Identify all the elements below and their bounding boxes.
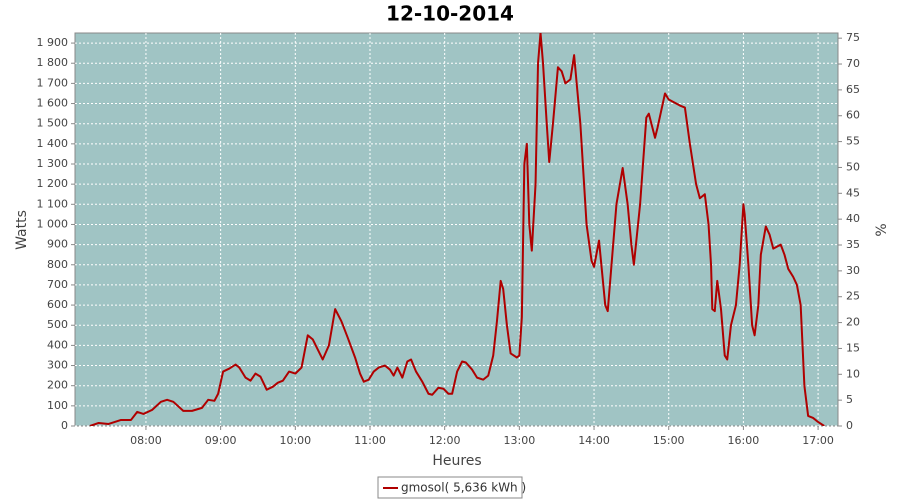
y-tick-label: 1 700 [37,76,69,89]
chart-title: 12-10-2014 [386,2,514,26]
y-tick-label: 600 [47,298,68,311]
x-tick-label: 11:00 [354,434,386,447]
y2-tick-label: 70 [846,57,860,70]
y2-tick-label: 40 [846,212,860,225]
y-tick-label: 1 900 [37,36,69,49]
y-axis-label: Watts [14,210,30,250]
x-tick-label: 08:00 [130,434,162,447]
y-tick-label: 400 [47,338,68,351]
x-tick-label: 17:00 [802,434,834,447]
x-tick-label: 13:00 [504,434,536,447]
y2-axis-label: % [874,223,890,236]
y-tick-label: 1 400 [37,137,69,150]
y-tick-label: 0 [61,419,68,432]
y-tick-label: 500 [47,318,68,331]
y2-tick-label: 50 [846,160,860,173]
y-tick-label: 1 000 [37,217,69,230]
y-tick-label: 1 200 [37,177,69,190]
legend-label: gmosol( 5,636 kWh ) [401,481,526,495]
y-tick-label: 1 600 [37,97,69,110]
x-tick-label: 15:00 [653,434,685,447]
y2-tick-label: 75 [846,31,860,44]
y-tick-label: 100 [47,399,68,412]
data-line [89,33,825,426]
y2-tick-label: 45 [846,186,860,199]
y-tick-label: 1 800 [37,56,69,69]
y-tick-label: 1 100 [37,197,69,210]
x-tick-label: 14:00 [578,434,610,447]
y-tick-label: 1 300 [37,157,69,170]
legend [377,476,523,499]
y2-tick-label: 5 [846,393,853,406]
y2-tick-label: 65 [846,83,860,96]
x-tick-label: 16:00 [728,434,760,447]
x-tick-label: 12:00 [429,434,461,447]
y2-tick-label: 60 [846,109,860,122]
y-tick-label: 900 [47,238,68,251]
y-tick-label: 700 [47,278,68,291]
y2-tick-label: 30 [846,264,860,277]
y2-tick-label: 35 [846,238,860,251]
y-tick-label: 200 [47,379,68,392]
y-tick-label: 300 [47,359,68,372]
y-tick-label: 1 500 [37,117,69,130]
y2-tick-label: 0 [846,419,853,432]
x-axis-label: Heures [432,453,481,469]
y2-tick-label: 25 [846,290,860,303]
y2-tick-label: 15 [846,341,860,354]
y-tick-label: 800 [47,258,68,271]
y2-tick-label: 10 [846,367,860,380]
y2-tick-label: 55 [846,135,860,148]
x-tick-label: 10:00 [279,434,311,447]
plot-area [74,32,839,427]
y2-tick-label: 20 [846,316,860,329]
x-tick-label: 09:00 [205,434,237,447]
